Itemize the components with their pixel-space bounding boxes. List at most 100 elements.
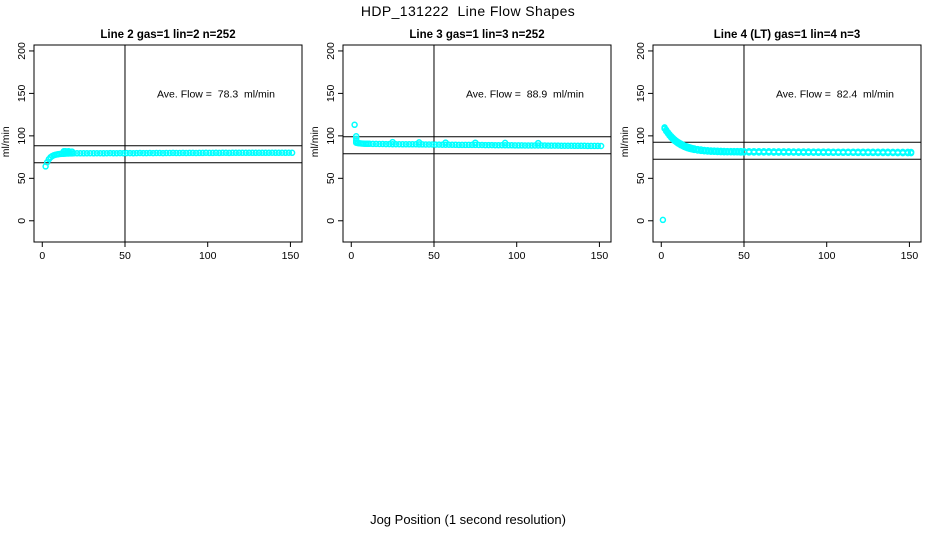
- data-point: [268, 149, 276, 156]
- data-point: [110, 149, 117, 157]
- data-point: [376, 140, 383, 148]
- ave-flow-annotation: Ave. Flow = 82.4 ml/min: [776, 88, 894, 100]
- data-point: [581, 142, 588, 150]
- data-point: [425, 141, 433, 148]
- y-tick-label: 50: [635, 172, 647, 184]
- data-point: [249, 149, 256, 157]
- data-point: [136, 149, 144, 157]
- data-point: [584, 142, 592, 150]
- y-tick-label: 150: [635, 84, 647, 102]
- data-point: [564, 142, 572, 149]
- data-point: [488, 141, 496, 149]
- data-point: [521, 142, 529, 149]
- data-point: [366, 140, 373, 148]
- x-tick-label: 50: [428, 250, 440, 262]
- data-point: [472, 141, 479, 149]
- data-point: [239, 149, 246, 157]
- panel-title: Line 4 (LT) gas=1 lin=4 n=3: [714, 29, 860, 41]
- y-tick-label: 100: [635, 127, 647, 145]
- data-point: [123, 149, 130, 157]
- data-point: [475, 141, 482, 149]
- data-point: [288, 149, 296, 157]
- data-point: [196, 149, 203, 157]
- data-point: [90, 150, 97, 157]
- data-point: [216, 149, 223, 157]
- data-point: [70, 150, 77, 157]
- data-point: [554, 142, 562, 149]
- data-point: [478, 141, 486, 149]
- data-point: [518, 142, 525, 149]
- data-point: [419, 141, 426, 148]
- data-point: [382, 140, 390, 148]
- x-tick-label: 100: [508, 250, 526, 262]
- data-points: [351, 121, 605, 150]
- x-tick-label: 150: [591, 250, 609, 262]
- y-tick-label: 100: [16, 127, 28, 145]
- y-tick-label: 150: [325, 84, 337, 102]
- data-point: [551, 142, 559, 149]
- data-point: [707, 148, 715, 155]
- data-point: [528, 142, 535, 149]
- data-point: [120, 149, 127, 157]
- data-point: [594, 142, 602, 150]
- data-point: [285, 149, 293, 156]
- data-point: [252, 149, 259, 157]
- data-point: [206, 149, 213, 157]
- data-point: [159, 149, 167, 157]
- panel-2: Line 3 gas=1 lin=3 n=252 0 50 100 150 0 50 100 1…: [309, 29, 612, 262]
- data-point: [73, 150, 81, 157]
- data-point: [491, 141, 499, 149]
- data-point: [568, 142, 575, 149]
- data-point: [495, 141, 502, 149]
- data-points: [42, 147, 296, 170]
- panel-3: Line 4 (LT) gas=1 lin=4 n=3 0 50 100 150 0 50 1…: [619, 29, 922, 262]
- data-point: [229, 149, 236, 157]
- data-point: [222, 149, 230, 157]
- y-tick-label: 200: [635, 42, 647, 60]
- data-point: [452, 141, 459, 149]
- data-point: [113, 149, 120, 157]
- data-point: [462, 141, 469, 149]
- data-point: [106, 149, 114, 157]
- data-point: [126, 149, 134, 157]
- data-point: [83, 150, 91, 157]
- data-point: [448, 141, 456, 149]
- data-point: [212, 149, 220, 157]
- data-point: [139, 149, 147, 157]
- data-point: [730, 149, 738, 156]
- data-point: [163, 149, 170, 157]
- data-point: [409, 141, 416, 148]
- data-point: [166, 149, 173, 157]
- data-point: [351, 121, 358, 129]
- plots-svg: Line 2 gas=1 lin=2 n=252 0 50 100 150 0 50 100 1…: [0, 29, 922, 262]
- data-point: [245, 149, 253, 157]
- data-point: [232, 149, 240, 157]
- data-point: [278, 149, 286, 156]
- data-point: [93, 149, 101, 157]
- data-point: [691, 146, 698, 154]
- x-tick-label: 100: [818, 250, 836, 262]
- data-point: [146, 149, 154, 157]
- y-tick-label: 200: [16, 42, 28, 60]
- data-point: [209, 149, 216, 157]
- data-point: [659, 216, 667, 224]
- data-points: [659, 124, 915, 224]
- data-point: [372, 140, 380, 148]
- y-tick-label: 0: [16, 218, 28, 224]
- data-point: [130, 149, 137, 157]
- data-point: [395, 140, 403, 148]
- data-point: [235, 149, 243, 157]
- data-point: [455, 141, 463, 149]
- y-tick-label: 0: [325, 218, 337, 224]
- data-point: [544, 142, 552, 149]
- y-tick-label: 200: [325, 42, 337, 60]
- data-point: [225, 149, 233, 157]
- y-axis-label: ml/min: [0, 126, 12, 157]
- data-point: [574, 142, 582, 150]
- data-point: [179, 149, 187, 157]
- data-point: [765, 149, 773, 156]
- data-point: [538, 142, 545, 149]
- panel-title: Line 2 gas=1 lin=2 n=252: [100, 29, 235, 41]
- x-axis-label: Jog Position (1 second resolution): [370, 512, 566, 527]
- data-point: [116, 149, 124, 157]
